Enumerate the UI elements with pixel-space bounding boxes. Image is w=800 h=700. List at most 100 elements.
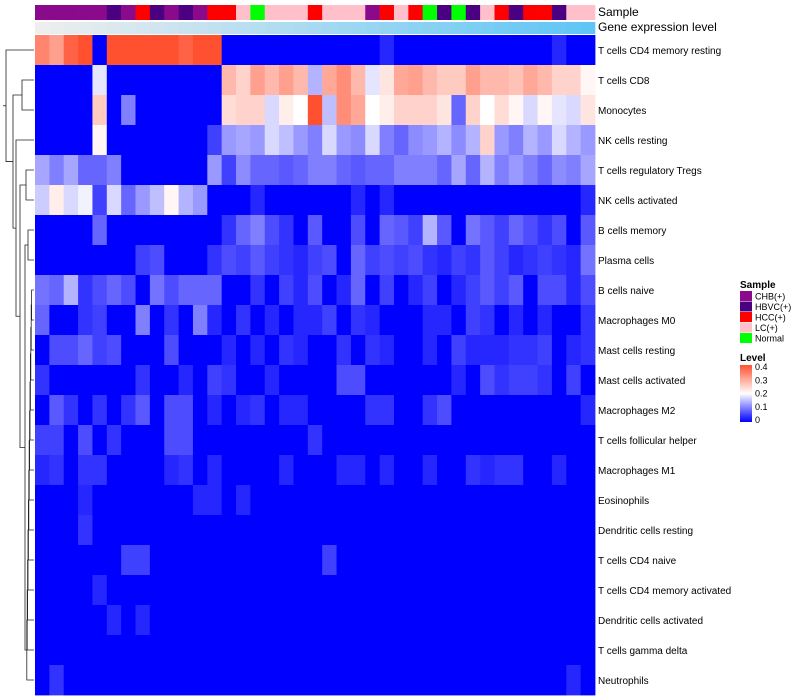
- heatmap-cell: [236, 485, 251, 516]
- heatmap-cell: [437, 95, 452, 126]
- heatmap-cell: [236, 125, 251, 156]
- heatmap-cell: [322, 95, 337, 126]
- sample-annotation-cell: [264, 5, 280, 20]
- heatmap-cell: [106, 275, 122, 306]
- heatmap-cell: [580, 545, 596, 576]
- heatmap-cell: [149, 185, 165, 216]
- heatmap-cell: [322, 635, 337, 666]
- heatmap-cell: [106, 125, 122, 156]
- heatmap-cell: [365, 125, 381, 156]
- heatmap-cell: [279, 485, 294, 516]
- heatmap-cell: [566, 275, 582, 306]
- heatmap-cell: [551, 185, 567, 216]
- heatmap-cell: [365, 95, 381, 126]
- sample-annotation-cell: [293, 5, 309, 20]
- heatmap-cell: [422, 665, 438, 696]
- row-labels: T cells CD4 memory resting T cells CD8 Mon…: [598, 46, 731, 687]
- heatmap-cell: [121, 125, 136, 156]
- heatmap-cell: [236, 155, 251, 186]
- heatmap-cell: [437, 455, 452, 486]
- heatmap-cell: [508, 155, 524, 186]
- heatmap-cell: [250, 575, 266, 606]
- heatmap-cell: [106, 305, 122, 336]
- heatmap-cell: [250, 95, 266, 126]
- heatmap-cell: [78, 65, 93, 96]
- heatmap-cell: [192, 455, 208, 486]
- sample-annotation-cell: [350, 5, 366, 20]
- heatmap-cell: [192, 125, 208, 156]
- heatmap-cell: [121, 395, 136, 426]
- heatmap-cell: [135, 215, 151, 246]
- row-label: Mast cells resting: [598, 346, 675, 357]
- heatmap-cell: [92, 335, 108, 366]
- heatmap-cell: [279, 395, 294, 426]
- heatmap-cell: [437, 245, 452, 276]
- heatmap-cell: [221, 575, 237, 606]
- heatmap-cell: [92, 515, 108, 546]
- heatmap-cell: [279, 245, 294, 276]
- expression-annotation-cell: [365, 22, 380, 34]
- heatmap-cell: [551, 305, 567, 336]
- heatmap-cell: [393, 65, 409, 96]
- heatmap-cell: [422, 515, 438, 546]
- heatmap-cell: [164, 515, 179, 546]
- heatmap-cell: [135, 185, 151, 216]
- heatmap-cell: [35, 575, 50, 606]
- heatmap-cell: [537, 185, 553, 216]
- heatmap-cell: [178, 395, 194, 426]
- heatmap-cell: [408, 155, 424, 186]
- heatmap-cell: [63, 215, 79, 246]
- heatmap-cell: [393, 215, 409, 246]
- heatmap-cell: [350, 35, 366, 66]
- heatmap-cell: [279, 65, 294, 96]
- heatmap-cell: [49, 365, 65, 396]
- legend-sample-swatch: [740, 333, 752, 343]
- heatmap-cell: [408, 455, 424, 486]
- heatmap-cell: [164, 545, 179, 576]
- heatmap-cell: [207, 575, 223, 606]
- heatmap-cell: [566, 365, 582, 396]
- heatmap-cell: [264, 125, 280, 156]
- heatmap-cell: [149, 665, 165, 696]
- legend-sample-label: CHB(+): [755, 292, 785, 302]
- heatmap-cell: [551, 95, 567, 126]
- heatmap-cell: [408, 425, 424, 456]
- heatmap-cell: [350, 185, 366, 216]
- heatmap-cell: [336, 185, 352, 216]
- heatmap-cell: [207, 665, 223, 696]
- heatmap-cell: [408, 635, 424, 666]
- heatmap-cell: [307, 575, 323, 606]
- heatmap-cell: [422, 335, 438, 366]
- heatmap-cell: [279, 545, 294, 576]
- heatmap-cell: [451, 635, 467, 666]
- expression-annotation-cell: [221, 22, 237, 34]
- heatmap-cell: [494, 275, 510, 306]
- heatmap-cell: [437, 485, 452, 516]
- heatmap-cell: [551, 365, 567, 396]
- sample-annotation-cell: [63, 5, 79, 20]
- heatmap-cell: [49, 545, 65, 576]
- heatmap-cell: [221, 635, 237, 666]
- heatmap-cell: [551, 485, 567, 516]
- heatmap-cell: [178, 245, 194, 276]
- heatmap-cell: [379, 185, 395, 216]
- heatmap-cell: [78, 35, 93, 66]
- heatmap-cell: [365, 545, 381, 576]
- heatmap-cell: [221, 515, 237, 546]
- heatmap-cell: [523, 365, 538, 396]
- heatmap-cell: [178, 95, 194, 126]
- heatmap-cell: [437, 335, 452, 366]
- heatmap-cell: [580, 605, 596, 636]
- heatmap-cell: [78, 245, 93, 276]
- heatmap-cell: [207, 515, 223, 546]
- row-label: T cells follicular helper: [598, 436, 697, 447]
- heatmap-cell: [566, 635, 582, 666]
- heatmap-cell: [523, 95, 538, 126]
- heatmap-cell: [393, 395, 409, 426]
- heatmap-cell: [307, 545, 323, 576]
- heatmap-cell: [379, 305, 395, 336]
- heatmap-cell: [393, 305, 409, 336]
- expression-annotation-cell: [480, 22, 495, 34]
- heatmap-cell: [178, 65, 194, 96]
- sample-annotation-cell: [207, 5, 222, 20]
